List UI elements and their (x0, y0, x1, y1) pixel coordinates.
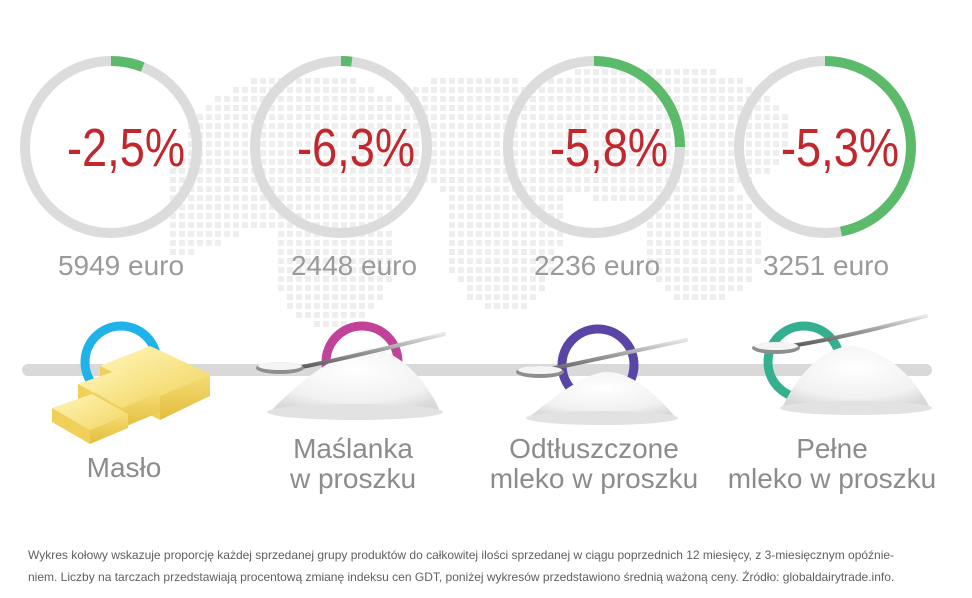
category-label: Masło (87, 452, 162, 483)
donut-share-arc (503, 56, 685, 238)
donut-share-arc (20, 56, 202, 238)
price-value: 2236 euro (534, 250, 660, 281)
timeline-bar (22, 364, 932, 376)
category-label: Odtłuszczone (509, 433, 679, 464)
category-label: w proszku (289, 463, 416, 494)
buttermilk-powder-pile (267, 348, 443, 420)
spoon-icon (516, 338, 688, 378)
change-value: -6,3% (297, 118, 415, 178)
donut-3 (503, 56, 685, 238)
donut-share-arc (250, 56, 432, 238)
butter-illustration (52, 346, 210, 444)
donut-1 (20, 56, 202, 238)
donut-2 (250, 56, 432, 238)
footnote-line-1: Wykres kołowy wskazuje proporcję każdej … (28, 548, 895, 562)
category-label: mleko w proszku (728, 463, 937, 494)
donut-charts (20, 56, 916, 238)
footnote: Wykres kołowy wskazuje proporcję każdej … (28, 544, 948, 588)
world-map-dot-background (170, 69, 788, 327)
footnote-line-2: niem. Liczby na tarczach przedstawiają p… (28, 570, 895, 584)
price-value: 5949 euro (58, 250, 184, 281)
change-value: -5,3% (781, 118, 899, 178)
category-label: Maślanka (293, 433, 413, 464)
category-label: mleko w proszku (490, 463, 699, 494)
price-value: 3251 euro (763, 250, 889, 281)
price-value: 2448 euro (291, 250, 417, 281)
whole-milk-powder-pile (780, 346, 932, 415)
donut-4 (734, 56, 916, 238)
change-value: -5,8% (550, 118, 668, 178)
spoon-icon (752, 314, 928, 354)
skim-milk-powder-pile (526, 371, 678, 425)
donut-share-arc (734, 56, 916, 238)
change-value: -2,5% (67, 118, 185, 178)
spoon-icon (256, 332, 446, 374)
category-label: Pełne (796, 433, 868, 464)
